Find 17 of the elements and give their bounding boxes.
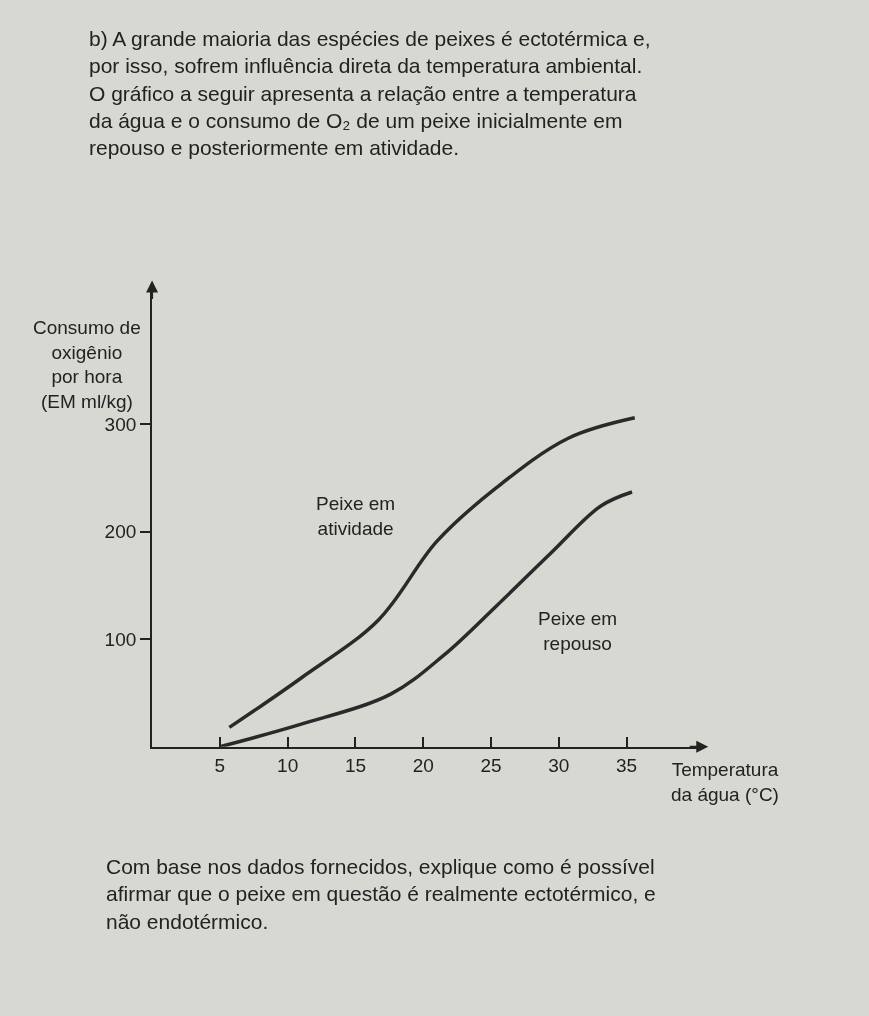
x-tick-label: 30 — [548, 754, 570, 776]
chart-title: b) A grande maioria das espécies de peixes é ectotérmica e, por isso, sofrem influência direta da temperatura ambiental. O gráfico a seguir apresenta a relação entre a temperatura da água e o consumo de O₂ de um peixe inicialmente em repouso e posteriormente em atividade. — [89, 27, 651, 160]
y-tick-label: 100 — [104, 628, 137, 650]
x-tick-label: 20 — [412, 754, 434, 776]
y-tick-label: 300 — [104, 413, 137, 435]
x-tick-label: 35 — [616, 754, 638, 776]
x-tick-label: 25 — [480, 754, 502, 776]
x-tick-label: 15 — [344, 754, 367, 776]
line-series — [227, 416, 637, 730]
text: Com base nos dados fornecidos, explique como é possível afirmar que o peixe em questão é realmente ectotérmico, e não endotérmico. — [106, 855, 656, 933]
y-tick-label: 200 — [104, 521, 137, 543]
x-axis-title: Temperatura da água (°C) — [671, 759, 779, 805]
x-tick-label: 10 — [277, 754, 299, 776]
y-axis-title: Consumo de oxigênio por hora (EM ml/kg) — [33, 317, 141, 413]
series-label: Peixe em repouso — [538, 608, 618, 654]
series-label: Peixe em atividade — [316, 493, 396, 539]
x-tick-label: 5 — [214, 754, 226, 776]
